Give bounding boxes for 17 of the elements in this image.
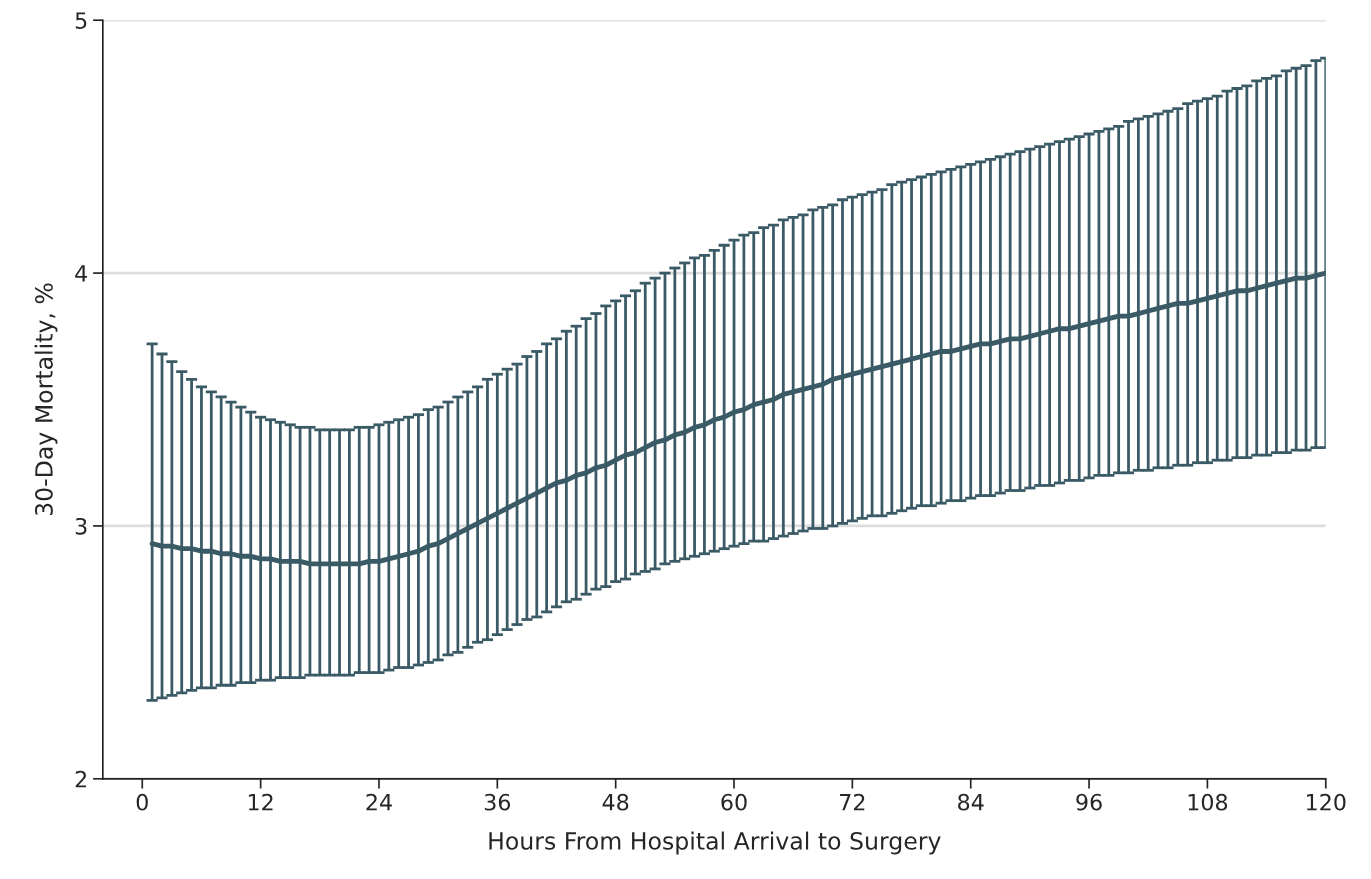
x-tick-label: 72	[840, 793, 865, 811]
x-tick-label: 12	[248, 793, 273, 811]
x-tick-label: 108	[1188, 793, 1228, 811]
y-axis-title: 30-Day Mortality, %	[34, 283, 58, 516]
y-tick-label: 2	[75, 770, 87, 788]
y-tick-label: 4	[75, 265, 87, 282]
x-axis-title: Hours From Hospital Arrival to Surgery	[489, 831, 941, 855]
x-tick-label: 48	[602, 793, 629, 811]
x-tick-label: 60	[721, 793, 747, 811]
x-tick-label: 84	[958, 793, 984, 811]
x-tick-label: 24	[366, 793, 392, 811]
x-tick-label: 0	[136, 793, 148, 811]
y-tick-label: 5	[75, 12, 87, 29]
y-tick-label: 3	[75, 517, 87, 535]
x-tick-label: 120	[1306, 793, 1346, 811]
x-tick-label: 96	[1076, 793, 1102, 811]
x-tick-label: 36	[484, 793, 511, 811]
